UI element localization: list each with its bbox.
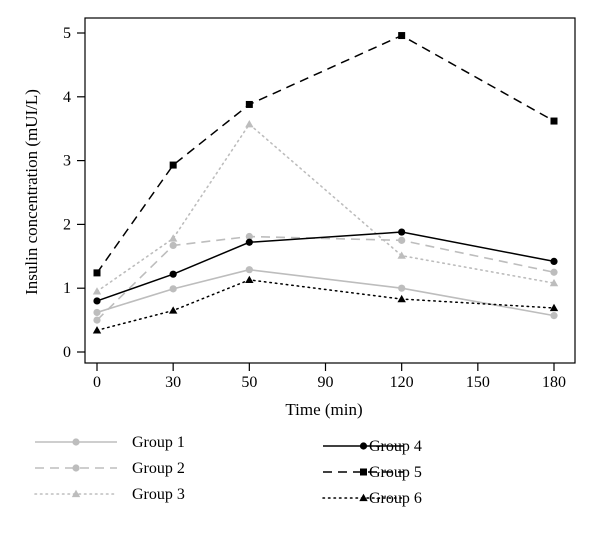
legend: Group 1 Group 2 Group 3 Group 4 Group 5 Group… xyxy=(34,434,422,507)
legend-label: Group 2 xyxy=(132,460,185,477)
legend-label: Group 1 xyxy=(132,434,185,451)
series-3 xyxy=(92,120,559,295)
series-5 xyxy=(93,32,558,277)
y-tick-label: 1 xyxy=(63,280,71,297)
data-point xyxy=(245,120,254,128)
series-2 xyxy=(93,232,558,324)
x-tick-label: 90 xyxy=(318,374,334,391)
legend-item-6: Group 6 xyxy=(322,490,422,507)
x-tick-label: 50 xyxy=(241,374,257,391)
data-point xyxy=(245,238,253,246)
series-line xyxy=(96,123,555,293)
legend-label: Group 4 xyxy=(369,438,422,455)
data-point xyxy=(92,326,102,334)
legend-marker xyxy=(71,489,81,498)
series-layer xyxy=(92,32,559,334)
data-point xyxy=(550,117,558,125)
legend-item-4: Group 4 xyxy=(323,438,422,455)
data-point xyxy=(397,294,406,303)
y-tick-label: 2 xyxy=(63,216,71,233)
x-axis: 0 30 50 90 120 150 180 xyxy=(93,363,566,391)
legend-label: Group 5 xyxy=(369,464,422,481)
data-point xyxy=(398,236,406,244)
legend-item-3: Group 3 xyxy=(34,486,185,503)
legend-item-5: Group 5 xyxy=(323,464,422,481)
data-point xyxy=(245,275,254,284)
series-6 xyxy=(92,275,559,334)
data-point xyxy=(93,269,101,277)
x-tick-label: 150 xyxy=(466,374,490,391)
data-point xyxy=(245,266,253,274)
series-4 xyxy=(93,228,558,305)
data-point xyxy=(398,228,406,236)
data-point xyxy=(245,100,253,108)
x-axis-title: Time (min) xyxy=(285,400,362,419)
legend-item-2: Group 2 xyxy=(35,460,185,477)
plot-frame xyxy=(84,17,576,364)
legend-marker xyxy=(359,442,368,450)
data-point xyxy=(550,268,558,276)
series-1 xyxy=(93,266,558,320)
y-axis-title: Insulin concentration (mUI/L) xyxy=(22,89,41,295)
y-axis: 0 1 2 3 4 5 xyxy=(63,25,85,361)
x-tick-label: 180 xyxy=(542,374,566,391)
legend-item-1: Group 1 xyxy=(35,434,185,451)
y-tick-label: 3 xyxy=(63,153,71,170)
legend-label: Group 6 xyxy=(369,490,422,507)
data-point xyxy=(93,316,101,324)
legend-marker xyxy=(359,493,368,502)
data-point xyxy=(168,306,178,314)
data-point xyxy=(549,303,559,312)
data-point xyxy=(398,32,406,40)
data-point xyxy=(550,257,558,266)
data-point xyxy=(398,284,406,292)
y-tick-label: 4 xyxy=(63,89,71,106)
legend-marker xyxy=(72,438,80,446)
x-tick-label: 0 xyxy=(93,374,101,391)
plot-border xyxy=(84,17,576,364)
data-point xyxy=(397,251,406,259)
x-tick-label: 120 xyxy=(390,374,414,391)
legend-marker xyxy=(360,468,367,476)
data-point xyxy=(169,161,177,169)
legend-label: Group 3 xyxy=(132,486,185,503)
data-point xyxy=(245,232,253,241)
data-point xyxy=(92,287,102,295)
data-point xyxy=(169,241,177,250)
data-point xyxy=(169,285,177,293)
data-point xyxy=(549,278,559,287)
data-point xyxy=(93,308,101,317)
data-point xyxy=(168,234,178,242)
data-point xyxy=(93,297,101,305)
y-tick-label: 0 xyxy=(63,344,71,361)
data-point xyxy=(169,270,177,278)
y-tick-label: 5 xyxy=(63,25,71,42)
legend-marker xyxy=(72,464,80,472)
series-line xyxy=(96,279,555,332)
data-point xyxy=(550,312,558,320)
x-tick-label: 30 xyxy=(165,374,181,391)
